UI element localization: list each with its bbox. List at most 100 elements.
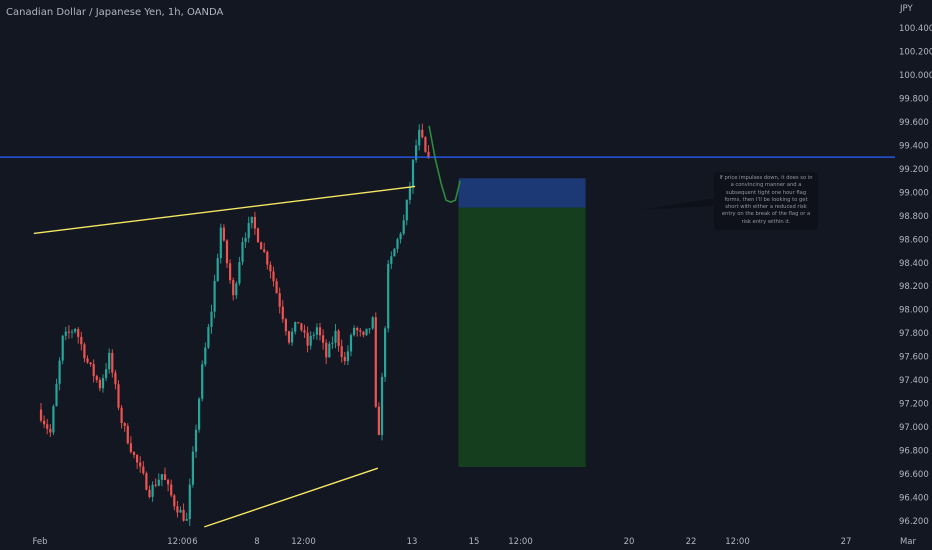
x-tick-label: 22 bbox=[686, 537, 697, 547]
candle-body bbox=[210, 311, 213, 327]
candle-body bbox=[64, 331, 67, 336]
candle-body bbox=[213, 280, 216, 312]
candle-body bbox=[70, 331, 74, 333]
candle-body bbox=[142, 466, 145, 474]
y-tick-label: 99.600 bbox=[899, 118, 929, 128]
candle-body bbox=[272, 271, 275, 282]
candle-body bbox=[49, 428, 52, 433]
candle-body bbox=[170, 484, 173, 496]
x-tick-label: 20 bbox=[624, 537, 635, 547]
y-axis: JPY 100.400 100.200 100.000 99.800 99.600 99.4… bbox=[899, 4, 932, 527]
candle-body bbox=[312, 334, 315, 336]
candle-body bbox=[46, 424, 49, 429]
x-tick-label: 15 bbox=[469, 537, 480, 547]
candle-body bbox=[306, 332, 309, 346]
projected-price-path bbox=[428, 125, 461, 203]
candle-body bbox=[256, 228, 260, 243]
candle-body bbox=[188, 484, 191, 520]
candle-body bbox=[349, 335, 353, 352]
y-tick-label: 97.600 bbox=[899, 353, 929, 363]
candle-body bbox=[167, 479, 170, 485]
y-tick-label: 98.000 bbox=[899, 306, 929, 316]
candle-body bbox=[377, 406, 380, 436]
candle-body bbox=[89, 362, 92, 365]
candle-body bbox=[67, 331, 70, 333]
candle-body bbox=[117, 384, 120, 408]
candle-body bbox=[148, 489, 151, 497]
candle-body bbox=[151, 484, 154, 497]
candle-body bbox=[114, 372, 117, 385]
candles-group bbox=[39, 123, 430, 527]
y-tick-label: 99.400 bbox=[899, 141, 929, 151]
candle-body bbox=[343, 356, 346, 362]
candle-body bbox=[194, 429, 198, 452]
callout-note[interactable]: If price impulses down, it does so in a … bbox=[714, 172, 818, 230]
candle-body bbox=[340, 346, 343, 357]
candle-body bbox=[387, 263, 390, 329]
candle-body bbox=[427, 151, 430, 159]
candle-body bbox=[368, 328, 371, 330]
candle-body bbox=[399, 233, 402, 240]
candle-body bbox=[393, 248, 396, 257]
candle-body bbox=[318, 327, 322, 336]
candle-body bbox=[163, 474, 167, 480]
candle-body bbox=[191, 451, 194, 485]
candle-body bbox=[160, 474, 163, 480]
candle-body bbox=[362, 331, 365, 336]
x-tick-label: 13 bbox=[407, 537, 418, 547]
y-tick-label: 99.000 bbox=[899, 188, 929, 198]
candle-body bbox=[132, 452, 136, 456]
candle-body bbox=[229, 263, 232, 281]
candle-body bbox=[421, 129, 424, 138]
candle-body bbox=[284, 319, 287, 332]
candle-body bbox=[263, 249, 266, 252]
candle-body bbox=[92, 364, 95, 376]
candle-body bbox=[182, 509, 185, 521]
candle-body bbox=[98, 379, 101, 389]
x-tick-label: 12:00 bbox=[291, 537, 316, 547]
candle-body bbox=[411, 159, 415, 188]
candle-body bbox=[241, 242, 244, 262]
candle-body bbox=[275, 281, 278, 294]
candle-body bbox=[396, 239, 399, 249]
y-tick-label: 96.600 bbox=[899, 470, 929, 480]
candle-body bbox=[247, 223, 250, 238]
y-tick-label: 99.200 bbox=[899, 165, 929, 175]
y-tick-label: 96.800 bbox=[899, 447, 929, 457]
candle-body bbox=[39, 409, 43, 421]
y-tick-label: 98.600 bbox=[899, 235, 929, 245]
candle-body bbox=[157, 479, 160, 486]
upper-trendline bbox=[33, 185, 416, 235]
candle-body bbox=[408, 187, 411, 200]
candle-body bbox=[371, 317, 374, 329]
candle-body bbox=[43, 420, 46, 425]
candle-body bbox=[244, 237, 247, 243]
candle-body bbox=[154, 484, 157, 486]
y-tick-label: 98.800 bbox=[899, 212, 929, 222]
y-tick-label: 97.000 bbox=[899, 423, 929, 433]
candle-body bbox=[101, 377, 105, 389]
callout-pointer bbox=[640, 198, 716, 210]
y-tick-label: 97.400 bbox=[899, 376, 929, 386]
candle-body bbox=[105, 369, 108, 378]
candle-body bbox=[300, 323, 303, 331]
candle-body bbox=[337, 330, 340, 347]
y-tick-label: 99.800 bbox=[899, 94, 929, 104]
y-tick-label: 98.400 bbox=[899, 259, 929, 269]
candle-body bbox=[145, 473, 148, 490]
candle-body bbox=[136, 455, 139, 463]
candle-body bbox=[315, 327, 318, 335]
y-axis-currency: JPY bbox=[899, 4, 913, 14]
y-tick-label: 97.200 bbox=[899, 400, 929, 410]
lower-trendline bbox=[204, 467, 379, 528]
candle-body bbox=[353, 328, 356, 336]
candle-body bbox=[95, 375, 98, 380]
candle-body bbox=[309, 335, 312, 346]
candle-body bbox=[111, 352, 114, 373]
candle-body bbox=[253, 216, 256, 229]
candle-body bbox=[405, 199, 408, 221]
candle-body bbox=[83, 344, 86, 359]
candle-body bbox=[297, 322, 300, 324]
candle-body bbox=[219, 227, 222, 259]
